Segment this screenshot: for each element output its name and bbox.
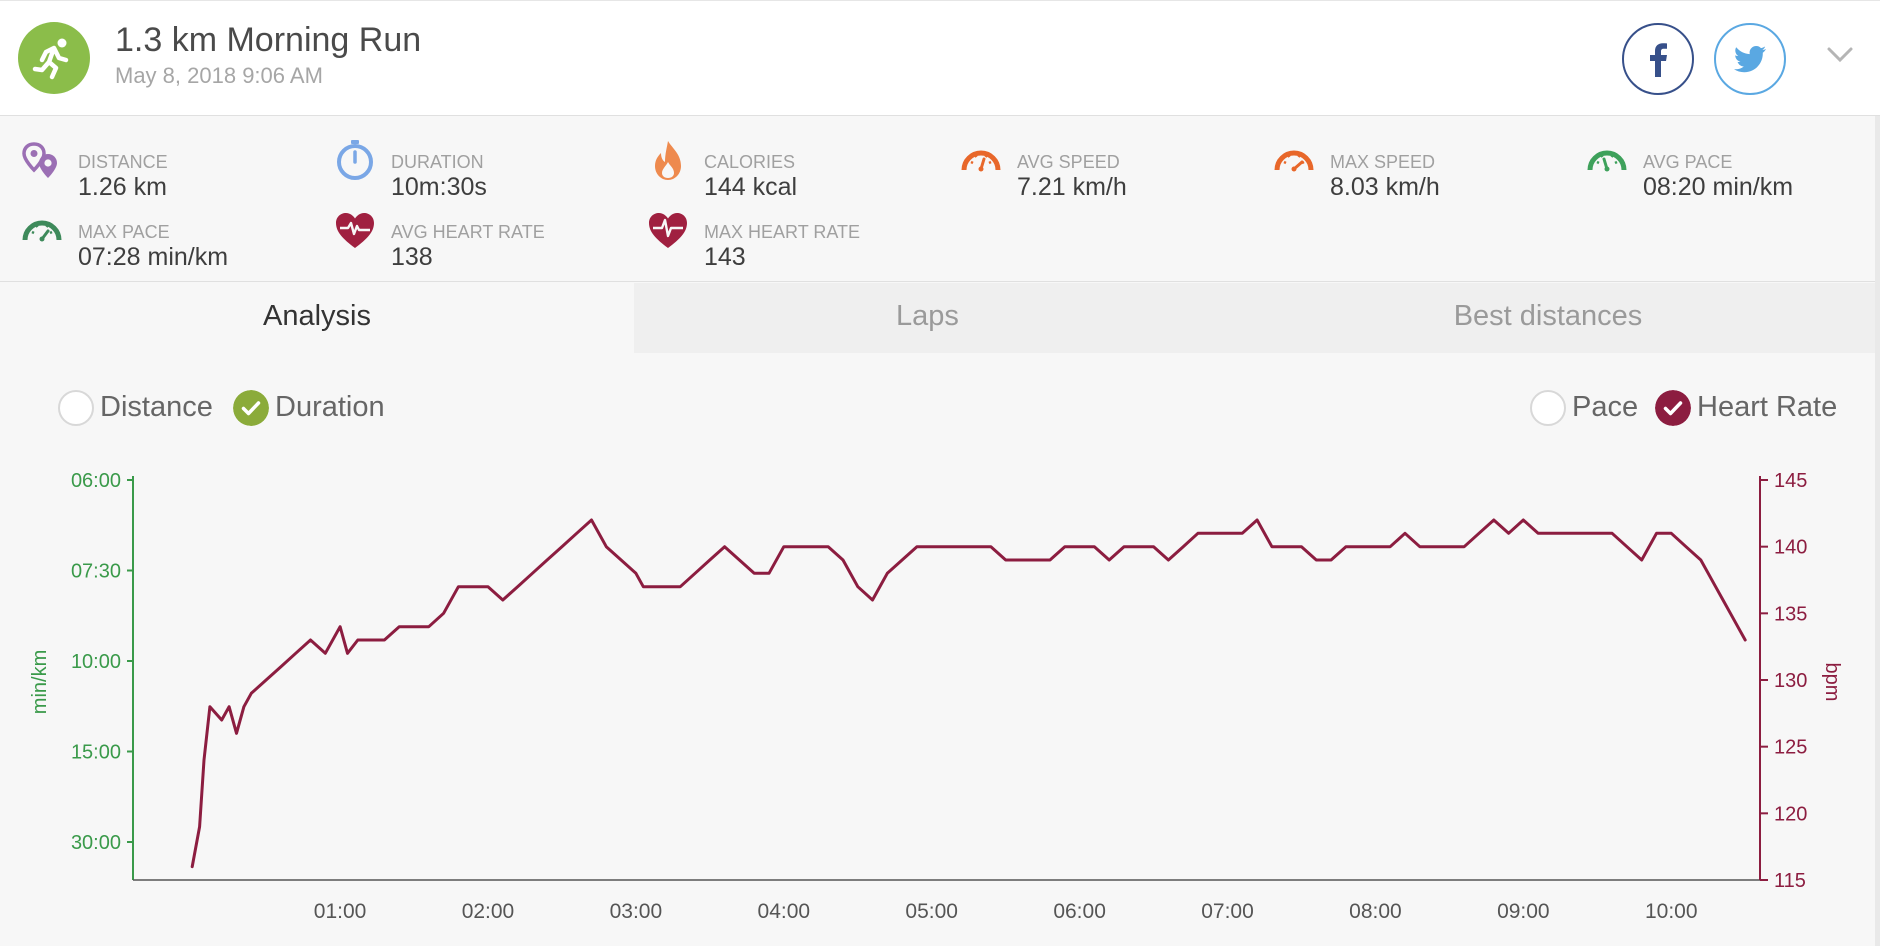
flame-icon	[655, 141, 681, 180]
stat-value: 8.03 km/h	[1330, 173, 1440, 201]
stat-label: MAX PACE	[78, 222, 170, 242]
stat-avg-pace: AVG PACE 08:20 min/km	[1585, 130, 1880, 201]
distance-checkbox[interactable]	[58, 390, 94, 426]
toggle-label: Duration	[275, 391, 385, 423]
stat-value: 08:20 min/km	[1643, 173, 1794, 201]
facebook-share-button[interactable]	[1622, 23, 1694, 95]
stat-label: MAX SPEED	[1330, 152, 1436, 172]
stat-calories: CALORIES 144 kcal	[646, 130, 946, 201]
activity-title: 1.3 km Morning Run	[115, 21, 422, 59]
facebook-icon	[1650, 43, 1667, 77]
tab-best-distances[interactable]: Best distances	[1221, 283, 1875, 353]
right-y-tick-label: 145	[1774, 470, 1807, 492]
right-y-tick-label: 120	[1774, 803, 1807, 825]
tab-laps[interactable]: Laps	[634, 283, 1221, 353]
toggle-label: Pace	[1572, 391, 1639, 423]
right-y-tick-label: 140	[1774, 537, 1807, 559]
toggle-label: Heart Rate	[1697, 391, 1838, 423]
stat-value: 10m:30s	[391, 173, 487, 201]
pace-checkbox[interactable]	[1530, 390, 1566, 426]
tab-analysis[interactable]: Analysis	[0, 283, 634, 353]
x-tick-label: 01:00	[314, 900, 367, 923]
stat-label: DISTANCE	[78, 152, 168, 172]
right-y-tick-label: 135	[1774, 603, 1807, 625]
twitter-share-button[interactable]	[1714, 23, 1786, 95]
left-y-tick-label: 06:00	[71, 470, 121, 492]
location-pins-icon	[22, 142, 57, 178]
x-tick-label: 10:00	[1645, 900, 1698, 923]
stat-value: 7.21 km/h	[1017, 173, 1127, 201]
stat-label: AVG PACE	[1643, 152, 1733, 172]
stat-label: AVG SPEED	[1017, 152, 1120, 172]
check-circle-icon[interactable]	[233, 390, 269, 426]
stat-duration: DURATION 10m:30s	[333, 130, 633, 201]
right-y-tick-label: 130	[1774, 670, 1807, 692]
stat-value: 143	[704, 243, 746, 271]
pace-gauge-icon	[1587, 150, 1627, 172]
running-person-icon	[18, 22, 90, 94]
x-tick-label: 03:00	[610, 900, 663, 923]
chevron-down-icon[interactable]	[1826, 45, 1854, 65]
activity-header: 1.3 km Morning Run May 8, 2018 9:06 AM	[0, 0, 1880, 116]
right-y-tick-label: 115	[1774, 870, 1806, 892]
stat-avg-speed: AVG SPEED 7.21 km/h	[959, 130, 1259, 201]
stat-label: DURATION	[391, 152, 484, 172]
x-tick-label: 05:00	[905, 900, 958, 923]
stat-label: CALORIES	[704, 152, 796, 172]
x-tick-label: 02:00	[462, 900, 515, 923]
stats-panel: DISTANCE 1.26 km DURATION 10m:30s CALORI…	[0, 116, 1880, 282]
x-tick-label: 08:00	[1349, 900, 1402, 923]
stat-label: MAX HEART RATE	[704, 222, 861, 242]
heart-rate-icon	[649, 213, 687, 248]
stat-max-heart-rate: MAX HEART RATE 143	[646, 200, 946, 271]
scrollbar[interactable]	[1875, 116, 1880, 946]
x-tick-label: 07:00	[1201, 900, 1254, 923]
right-y-tick-label: 125	[1774, 737, 1807, 759]
stat-value: 144 kcal	[704, 173, 798, 201]
check-circle-icon[interactable]	[1655, 390, 1691, 426]
stat-max-pace: MAX PACE 07:28 min/km	[20, 200, 320, 271]
heart-rate-series-line	[190, 518, 1747, 869]
left-y-tick-label: 15:00	[71, 742, 121, 764]
x-tick-label: 06:00	[1053, 900, 1106, 923]
stat-value: 1.26 km	[78, 173, 167, 201]
heart-rate-icon	[336, 213, 374, 248]
stat-value: 07:28 min/km	[78, 243, 229, 271]
twitter-icon	[1734, 46, 1766, 73]
x-tick-label: 04:00	[758, 900, 811, 923]
left-y-axis-label: min/km	[29, 650, 51, 714]
stopwatch-icon	[337, 140, 373, 180]
left-y-tick-label: 30:00	[71, 832, 121, 854]
pace-gauge-icon	[22, 220, 62, 242]
stat-distance: DISTANCE 1.26 km	[20, 130, 320, 201]
x-tick-label: 09:00	[1497, 900, 1550, 923]
right-y-axis-label: bpm	[1821, 663, 1843, 702]
speedometer-icon	[1274, 150, 1314, 172]
left-y-tick-label: 07:30	[71, 561, 121, 583]
left-y-tick-label: 10:00	[71, 651, 121, 673]
stat-label: AVG HEART RATE	[391, 222, 545, 242]
tab-bar: Analysis Laps Best distances	[0, 283, 1875, 353]
speedometer-icon	[961, 150, 1001, 172]
stat-value: 138	[391, 243, 433, 271]
stat-avg-heart-rate: AVG HEART RATE 138	[333, 200, 633, 271]
activity-datetime: May 8, 2018 9:06 AM	[115, 63, 323, 88]
stat-max-speed: MAX SPEED 8.03 km/h	[1272, 130, 1572, 201]
toggle-label: Distance	[100, 391, 213, 423]
